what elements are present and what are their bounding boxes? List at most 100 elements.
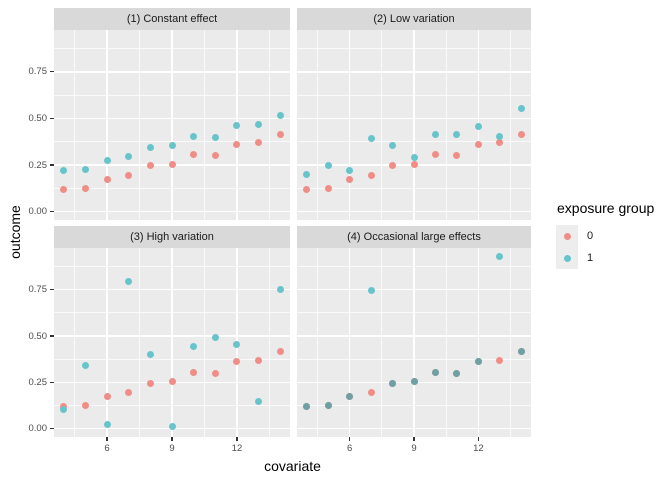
data-point-group-1 [517, 348, 525, 356]
minor-gridline-v [269, 30, 270, 220]
data-point-group-0 [496, 139, 504, 147]
data-point-group-1 [410, 377, 418, 385]
x-axis-tick [348, 437, 351, 441]
legend-item-group-1: 1 [548, 247, 654, 269]
data-point-group-1 [346, 167, 354, 175]
minor-gridline-v [510, 30, 511, 220]
data-point-group-1 [389, 141, 397, 149]
group-0-dot-icon [563, 232, 571, 240]
data-point-group-1 [125, 153, 133, 161]
data-point-group-0 [103, 392, 111, 400]
y-axis-tick-label: 0.00 [28, 423, 48, 435]
data-point-group-1 [303, 402, 311, 410]
data-point-group-0 [453, 152, 461, 160]
minor-gridline-v [445, 248, 447, 437]
data-point-group-0 [324, 184, 332, 192]
x-axis-tick-label: 12 [473, 443, 484, 454]
facet-strip-label: (2) Low variation [373, 13, 455, 25]
data-point-group-1 [81, 166, 89, 174]
y-axis-tick [50, 428, 54, 430]
facet-strip: (1) Constant effect [54, 8, 290, 30]
data-point-group-0 [81, 402, 89, 409]
data-point-group-1 [211, 334, 219, 342]
x-axis-tick [171, 437, 173, 441]
data-point-group-1 [453, 130, 461, 138]
major-gridline-v [413, 30, 415, 220]
major-gridline-v [106, 30, 108, 220]
data-point-group-1 [324, 162, 332, 170]
minor-gridline-v [139, 248, 140, 437]
major-gridline-v [477, 248, 480, 437]
data-point-group-0 [303, 185, 311, 193]
data-point-group-1 [346, 392, 354, 400]
data-point-group-0 [211, 369, 219, 377]
x-axis-tick-label: 12 [231, 443, 243, 454]
y-axis-tick [50, 381, 54, 383]
legend-key [556, 247, 578, 269]
legend-title: exposure group [557, 200, 655, 216]
legend-item-group-0: 0 [548, 225, 654, 247]
data-point-group-1 [367, 135, 375, 143]
legend: exposure group 0 1 [548, 200, 654, 269]
data-point-group-1 [410, 154, 418, 162]
data-point-group-0 [190, 368, 198, 376]
data-point-group-1 [168, 423, 176, 431]
x-axis-tick-label: 9 [411, 443, 417, 454]
data-point-group-0 [367, 171, 375, 179]
data-point-group-1 [146, 351, 154, 359]
facet-panel [297, 248, 531, 437]
y-axis-tick [50, 164, 54, 166]
data-point-group-1 [255, 120, 263, 128]
data-point-group-0 [496, 356, 504, 364]
y-axis-tick [50, 117, 54, 120]
facet-strip-label: (1) Constant effect [126, 13, 218, 25]
data-point-group-1 [211, 133, 219, 141]
data-point-group-0 [255, 139, 263, 147]
x-axis-tick-label: 6 [104, 443, 110, 454]
facet-strip-label: (4) Occasional large effects [347, 231, 481, 243]
data-point-group-0 [389, 162, 397, 170]
data-point-group-1 [496, 132, 504, 140]
major-gridline-v [106, 248, 108, 437]
data-point-group-1 [431, 368, 439, 376]
group-1-dot-icon [563, 254, 571, 262]
y-axis-tick-label: 0.25 [28, 159, 48, 171]
data-point-group-0 [276, 348, 284, 356]
data-point-group-0 [410, 160, 418, 168]
facet-panel [297, 30, 531, 220]
data-point-group-0 [60, 185, 68, 193]
data-point-group-1 [474, 358, 482, 366]
y-axis-tick [50, 71, 54, 73]
facet-panel [54, 248, 290, 437]
x-axis-title: covariate [264, 458, 321, 474]
data-point-group-1 [103, 156, 111, 164]
data-point-group-0 [168, 160, 176, 168]
minor-gridline-v [139, 30, 140, 220]
x-axis-tick [106, 437, 108, 441]
data-point-group-1 [125, 277, 133, 285]
y-axis-tick-label: 0.75 [28, 284, 48, 296]
y-axis-tick-label: 0.00 [28, 206, 48, 218]
data-point-group-0 [81, 184, 89, 192]
legend-key [556, 225, 578, 247]
legend-item-label: 0 [587, 230, 594, 242]
data-point-group-0 [233, 358, 241, 366]
data-point-group-0 [233, 141, 241, 149]
major-gridline-v [413, 248, 415, 437]
y-axis-tick [50, 335, 54, 337]
data-point-group-1 [190, 132, 198, 140]
data-point-group-0 [431, 151, 439, 159]
data-point-group-1 [324, 402, 332, 409]
data-point-group-1 [303, 170, 311, 178]
facet-strip-label: (3) High variation [130, 231, 214, 243]
data-point-group-1 [474, 123, 482, 131]
data-point-group-0 [168, 377, 176, 385]
minor-gridline-v [316, 30, 318, 220]
data-point-group-1 [496, 252, 504, 260]
minor-gridline-v [269, 248, 270, 437]
y-axis-tick-label: 0.75 [28, 66, 48, 78]
data-point-group-0 [255, 356, 263, 364]
data-point-group-1 [190, 342, 198, 350]
data-point-group-0 [103, 175, 111, 183]
data-point-group-1 [233, 340, 241, 348]
